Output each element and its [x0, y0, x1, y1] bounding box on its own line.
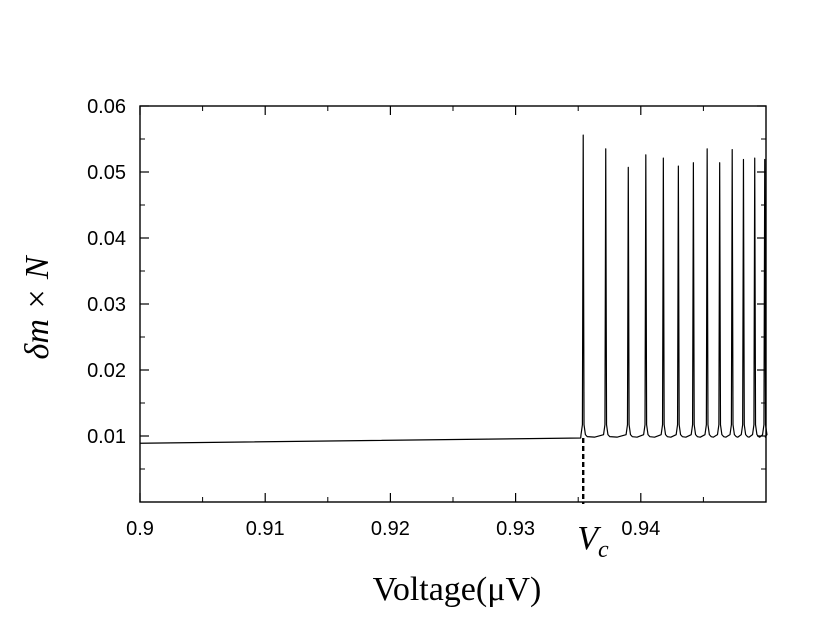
x-tick-label: 0.91	[246, 518, 285, 540]
ticks-layer	[139, 105, 766, 502]
x-tick-label: 0.9	[126, 518, 154, 540]
y-tick-label: 0.06	[87, 96, 126, 118]
y-tick-label: 0.03	[87, 294, 126, 316]
x-tick-label: 0.92	[371, 518, 410, 540]
y-tick-label: 0.02	[87, 360, 126, 382]
x-tick-label: 0.93	[496, 518, 535, 540]
series-line	[139, 134, 768, 444]
y-tick-label: 0.05	[87, 162, 126, 184]
y-tick-label: 0.01	[87, 426, 126, 448]
vc-label-subscript: c	[598, 537, 609, 563]
labels-layer: 0.9 0.91 0.92 0.93 0.94 0.01 0.02 0.03 0.04 0.05 0…	[87, 96, 660, 563]
y-axis-title: δm × N	[19, 254, 56, 359]
x-tick-label: 0.94	[621, 518, 660, 540]
y-tick-label: 0.04	[87, 228, 126, 250]
plot-frame	[139, 105, 767, 503]
vc-label: Vc	[577, 520, 609, 563]
x-axis-title: Voltage(μV)	[373, 571, 542, 608]
series-layer	[139, 134, 768, 444]
